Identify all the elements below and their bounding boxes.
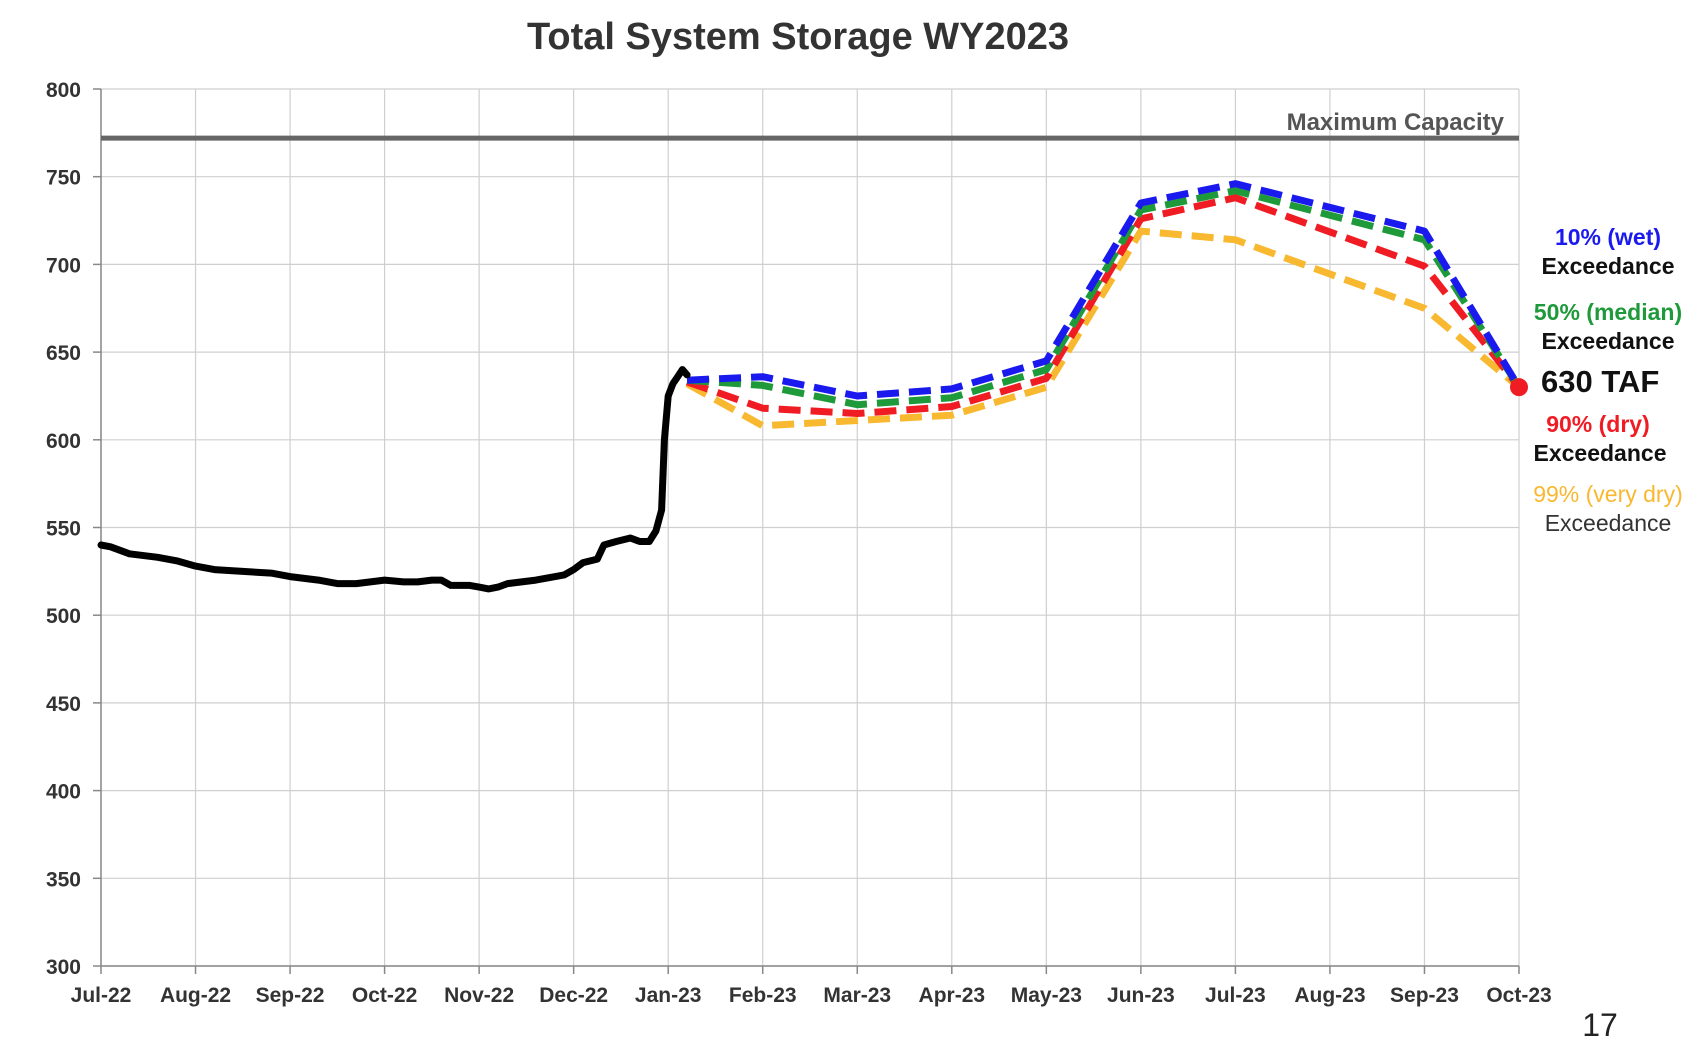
max-capacity-group: Maximum Capacity [101,109,1519,141]
y-tick-label: 650 [46,342,81,365]
end-point-marker [1510,378,1528,397]
x-tick-label: Jul-22 [71,984,132,1007]
y-tick-label: 500 [46,605,81,628]
series-line-50-median [686,187,1522,409]
series-lines [685,180,1522,430]
x-axis: Jul-22 Aug-22 Sep-22 Oct-22 Nov-22 Dec-22 Jan-… [71,965,1552,1007]
legend: 10% (wet) Exceedance 50% (median) Exceed… [1533,224,1683,536]
x-tick-label: Sep-22 [256,984,325,1007]
y-tick-label: 600 [46,430,81,453]
y-tick-label: 350 [46,868,81,891]
series-line-10-wet [686,180,1522,400]
x-tick-label: Aug-22 [160,984,231,1007]
x-tick-label: Jan-23 [635,984,702,1007]
y-tick-label: 300 [46,956,81,979]
max-capacity-label: Maximum Capacity [1287,109,1505,136]
legend-dry-label: 90% (dry) [1546,411,1650,437]
y-tick-label: 750 [46,167,81,190]
x-tick-label: Sep-23 [1390,984,1459,1007]
x-tick-label: Aug-23 [1294,984,1365,1007]
x-tick-label: Apr-23 [919,984,986,1007]
x-tick-label: Oct-22 [352,984,417,1007]
x-tick-label: Nov-22 [444,984,514,1007]
end-value-label: 630 TAF [1541,364,1659,399]
legend-median-sub: Exceedance [1542,328,1675,354]
legend-verydry-sub: Exceedance [1545,510,1672,536]
y-tick-label: 800 [46,79,81,102]
series-line-90-dry [685,194,1522,417]
page-number: 17 [1582,1007,1618,1039]
y-axis: 300 350 400 450 500 550 600 650 700 750 800 [46,79,102,979]
x-tick-label: Oct-23 [1486,984,1551,1007]
legend-wet-label: 10% (wet) [1555,224,1661,250]
y-tick-label: 400 [46,781,81,804]
y-tick-label: 700 [46,254,81,277]
legend-median-label: 50% (median) [1534,299,1682,325]
x-tick-label: Dec-22 [539,984,608,1007]
x-tick-label: Jul-23 [1205,984,1266,1007]
chart-title: Total System Storage WY2023 [527,16,1069,58]
x-tick-label: Mar-23 [823,984,891,1007]
legend-verydry-label: 99% (very dry) [1533,481,1683,507]
legend-dry-sub: Exceedance [1534,440,1667,466]
legend-wet-sub: Exceedance [1542,253,1675,279]
x-tick-label: May-23 [1011,984,1082,1007]
y-tick-label: 550 [46,518,81,541]
series-line-99-very-dry [685,227,1522,430]
x-tick-label: Feb-23 [729,984,797,1007]
observed-storage-line [97,366,691,593]
y-tick-label: 450 [46,693,81,716]
x-tick-label: Jun-23 [1107,984,1175,1007]
